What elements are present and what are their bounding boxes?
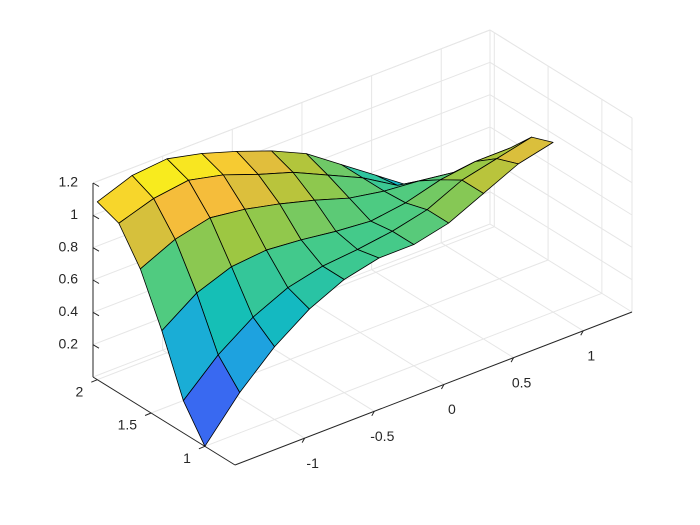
grid-line [489, 61, 633, 151]
x-tick [580, 330, 584, 336]
z-tick-label: 0.6 [59, 271, 79, 287]
grid-line [371, 269, 514, 359]
x-axis [234, 311, 633, 466]
y-tick-label: 1.5 [118, 417, 138, 433]
z-tick [92, 182, 100, 187]
box-edge [489, 29, 633, 119]
y-tick [144, 412, 152, 416]
x-tick [441, 384, 445, 390]
x-tick-label: 0 [448, 401, 456, 417]
grid-line [204, 292, 603, 447]
y-axis [92, 376, 236, 466]
y-tick-label: 2 [76, 383, 84, 399]
z-tick-label: 0.8 [59, 238, 79, 254]
z-tick [92, 214, 100, 220]
x-tick [301, 437, 306, 443]
x-tick [371, 411, 375, 417]
z-tick-label: 1.2 [59, 174, 79, 190]
grid-line [489, 191, 633, 281]
grid-line [301, 296, 445, 385]
z-tick [92, 247, 100, 252]
x-tick-label: -0.5 [370, 428, 394, 444]
box-edge [92, 29, 491, 184]
z-tick [92, 279, 100, 284]
grid-line [489, 126, 633, 216]
x-tick-label: 0.5 [512, 374, 532, 390]
grid-line [489, 158, 633, 248]
x-tick [510, 357, 515, 363]
surface-face [182, 354, 241, 447]
grid-line [440, 242, 584, 332]
x-tick-label: -1 [306, 455, 319, 471]
x-tick-label: 1 [587, 347, 595, 363]
z-tick-label: 0.2 [59, 335, 79, 351]
y-tick-label: 1 [183, 450, 191, 466]
z-tick [92, 311, 100, 317]
z-tick-label: 1 [70, 206, 78, 222]
grid-line [489, 94, 633, 184]
z-tick-label: 0.4 [59, 303, 79, 319]
z-tick [92, 344, 100, 349]
y-tick [91, 379, 98, 383]
box-edge [489, 223, 633, 313]
y-tick [198, 445, 206, 450]
